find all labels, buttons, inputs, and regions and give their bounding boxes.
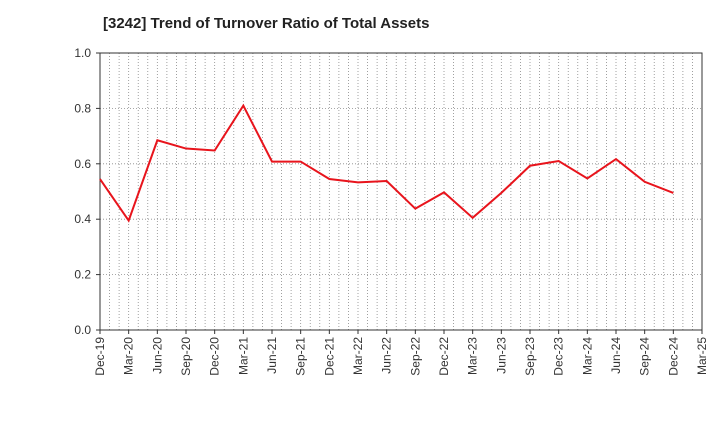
y-tick-label: 0.0 [74, 323, 91, 337]
y-tick-label: 1.0 [74, 46, 91, 60]
x-tick-label: Mar-24 [580, 337, 594, 375]
x-tick-label: Dec-22 [437, 337, 451, 376]
x-tick-label: Sep-20 [179, 337, 193, 376]
x-tick-label: Mar-22 [351, 337, 365, 375]
x-tick-label: Jun-21 [265, 337, 279, 374]
x-tick-label: Mar-25 [695, 337, 709, 375]
y-tick-label: 0.8 [74, 101, 91, 115]
x-tick-label: Jun-23 [494, 337, 508, 374]
y-tick-label: 0.6 [74, 157, 91, 171]
x-tick-label: Mar-21 [236, 337, 250, 375]
x-tick-label: Dec-20 [208, 337, 222, 376]
x-tick-label: Dec-21 [322, 337, 336, 376]
x-tick-label: Jun-22 [380, 337, 394, 374]
x-tick-label: Mar-23 [466, 337, 480, 375]
x-tick-label: Jun-20 [150, 337, 164, 374]
x-tick-label: Sep-24 [638, 337, 652, 376]
x-tick-label: Mar-20 [122, 337, 136, 375]
x-tick-label: Sep-22 [408, 337, 422, 376]
y-tick-label: 0.2 [74, 268, 91, 282]
x-tick-label: Sep-21 [294, 337, 308, 376]
chart-title: [3242] Trend of Turnover Ratio of Total … [103, 15, 430, 32]
x-tick-label: Sep-23 [523, 337, 537, 376]
x-tick-label: Dec-19 [93, 337, 107, 376]
x-tick-label: Jun-24 [609, 337, 623, 374]
x-tick-label: Dec-24 [666, 337, 680, 376]
y-tick-label: 0.4 [74, 212, 91, 226]
series-line [99, 103, 674, 223]
plot-frame [99, 52, 703, 331]
plot-area [100, 53, 702, 330]
x-tick-label: Dec-23 [552, 337, 566, 376]
